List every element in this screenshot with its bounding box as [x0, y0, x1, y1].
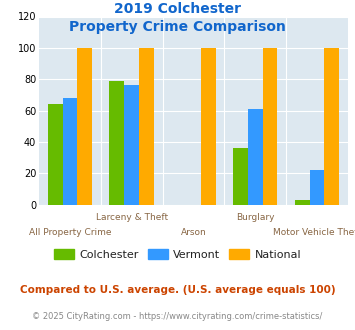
Text: © 2025 CityRating.com - https://www.cityrating.com/crime-statistics/: © 2025 CityRating.com - https://www.city…	[32, 312, 323, 321]
Bar	[233, 148, 248, 205]
Text: Larceny & Theft: Larceny & Theft	[95, 213, 168, 222]
Text: 2019 Colchester: 2019 Colchester	[114, 2, 241, 16]
Text: Motor Vehicle Theft: Motor Vehicle Theft	[273, 228, 355, 237]
Bar	[324, 48, 339, 205]
Bar	[201, 48, 216, 205]
Bar	[62, 98, 77, 205]
Text: Compared to U.S. average. (U.S. average equals 100): Compared to U.S. average. (U.S. average …	[20, 285, 335, 295]
Bar	[77, 48, 92, 205]
Text: Arson: Arson	[181, 228, 206, 237]
Text: Property Crime Comparison: Property Crime Comparison	[69, 20, 286, 34]
Bar	[263, 48, 278, 205]
Text: Burglary: Burglary	[236, 213, 274, 222]
Legend: Colchester, Vermont, National: Colchester, Vermont, National	[49, 245, 306, 264]
Bar	[295, 200, 310, 205]
Bar	[124, 85, 139, 205]
Bar	[248, 109, 263, 205]
Bar	[109, 81, 124, 205]
Bar	[310, 170, 324, 205]
Bar	[139, 48, 154, 205]
Text: All Property Crime: All Property Crime	[29, 228, 111, 237]
Bar	[48, 104, 62, 205]
